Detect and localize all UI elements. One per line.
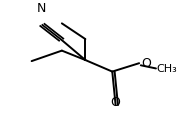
Text: O: O bbox=[111, 96, 121, 109]
Text: N: N bbox=[37, 2, 46, 15]
Text: O: O bbox=[142, 57, 151, 70]
Text: CH₃: CH₃ bbox=[157, 64, 178, 75]
